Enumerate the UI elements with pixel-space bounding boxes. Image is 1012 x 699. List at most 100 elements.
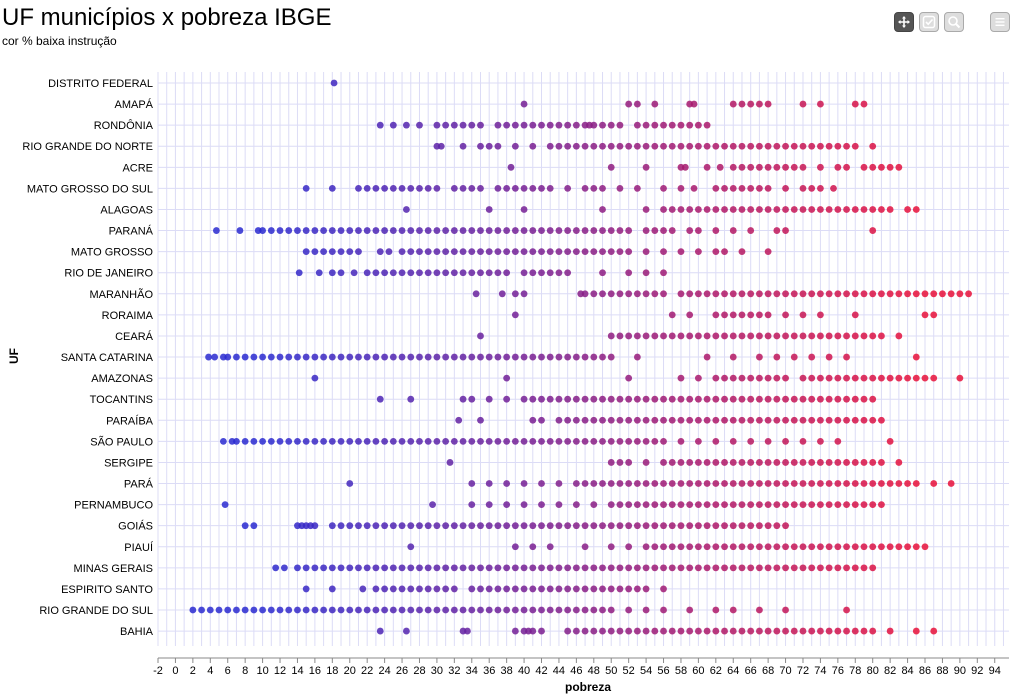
data-point[interactable] [372, 585, 380, 593]
data-point[interactable] [433, 227, 441, 234]
data-point[interactable] [912, 206, 920, 213]
data-point[interactable] [625, 416, 633, 424]
data-point[interactable] [529, 185, 537, 192]
data-point[interactable] [398, 522, 406, 530]
data-point[interactable] [878, 480, 885, 487]
data-point[interactable] [843, 459, 850, 466]
data-point[interactable] [407, 185, 415, 192]
data-point[interactable] [520, 564, 528, 572]
data-point[interactable] [511, 248, 519, 256]
data-point[interactable] [729, 480, 737, 487]
data-point[interactable] [529, 585, 537, 593]
data-point[interactable] [572, 142, 580, 150]
data-point[interactable] [503, 522, 511, 530]
pan-button[interactable] [894, 12, 914, 32]
data-point[interactable] [416, 606, 423, 614]
data-point[interactable] [738, 395, 746, 403]
data-point[interactable] [747, 142, 755, 150]
data-point[interactable] [625, 522, 633, 530]
data-point[interactable] [668, 627, 676, 635]
data-point[interactable] [703, 206, 711, 213]
data-point[interactable] [817, 185, 824, 192]
data-point[interactable] [241, 522, 249, 530]
data-point[interactable] [241, 606, 249, 614]
data-point[interactable] [294, 564, 301, 572]
data-point[interactable] [494, 585, 502, 593]
zoom-button[interactable] [944, 12, 964, 32]
data-point[interactable] [546, 353, 554, 361]
data-point[interactable] [642, 269, 650, 277]
data-point[interactable] [869, 163, 877, 171]
data-point[interactable] [747, 627, 755, 635]
data-point[interactable] [538, 121, 545, 129]
data-point[interactable] [520, 585, 528, 593]
data-point[interactable] [267, 353, 275, 361]
data-point[interactable] [703, 501, 711, 508]
data-point[interactable] [895, 480, 903, 487]
data-point[interactable] [599, 290, 606, 298]
data-point[interactable] [851, 416, 859, 424]
data-point[interactable] [642, 437, 650, 445]
data-point[interactable] [729, 395, 737, 403]
data-point[interactable] [808, 374, 816, 382]
data-point[interactable] [337, 227, 345, 234]
data-point[interactable] [407, 269, 415, 277]
data-point[interactable] [642, 248, 650, 256]
data-point[interactable] [320, 227, 328, 234]
data-point[interactable] [259, 227, 266, 234]
data-point[interactable] [590, 585, 598, 593]
data-point[interactable] [389, 522, 397, 530]
data-point[interactable] [328, 522, 336, 530]
data-point[interactable] [416, 248, 423, 256]
data-point[interactable] [721, 206, 728, 213]
data-point[interactable] [529, 142, 537, 150]
data-point[interactable] [660, 522, 667, 530]
data-point[interactable] [825, 332, 833, 340]
data-point[interactable] [642, 395, 650, 403]
data-point[interactable] [529, 121, 537, 129]
data-point[interactable] [581, 353, 589, 361]
data-point[interactable] [285, 353, 293, 361]
data-point[interactable] [878, 163, 885, 171]
data-point[interactable] [398, 185, 406, 192]
data-point[interactable] [450, 606, 458, 614]
data-point[interactable] [686, 564, 694, 572]
data-point[interactable] [464, 627, 471, 635]
data-point[interactable] [607, 227, 615, 234]
data-point[interactable] [721, 290, 728, 298]
data-point[interactable] [555, 585, 563, 593]
data-point[interactable] [660, 543, 667, 551]
data-point[interactable] [729, 311, 737, 319]
data-point[interactable] [694, 437, 702, 445]
data-point[interactable] [233, 437, 240, 445]
data-point[interactable] [764, 185, 772, 192]
data-point[interactable] [651, 227, 659, 234]
data-point[interactable] [738, 185, 746, 192]
data-point[interactable] [764, 374, 772, 382]
data-point[interactable] [686, 416, 694, 424]
data-point[interactable] [607, 585, 615, 593]
data-point[interactable] [729, 374, 737, 382]
data-point[interactable] [328, 227, 336, 234]
data-point[interactable] [712, 290, 720, 298]
data-point[interactable] [616, 501, 624, 508]
data-point[interactable] [677, 564, 685, 572]
data-point[interactable] [668, 227, 676, 234]
data-point[interactable] [756, 416, 763, 424]
data-point[interactable] [450, 522, 458, 530]
data-point[interactable] [599, 206, 606, 213]
data-point[interactable] [694, 206, 702, 213]
data-point[interactable] [311, 437, 319, 445]
data-point[interactable] [607, 564, 615, 572]
data-point[interactable] [729, 142, 737, 150]
data-point[interactable] [625, 142, 633, 150]
data-point[interactable] [660, 227, 667, 234]
data-point[interactable] [834, 627, 842, 635]
data-point[interactable] [616, 627, 624, 635]
data-point[interactable] [651, 437, 659, 445]
data-point[interactable] [694, 121, 702, 129]
data-point[interactable] [747, 437, 755, 445]
data-point[interactable] [529, 416, 537, 424]
data-point[interactable] [651, 290, 659, 298]
data-point[interactable] [233, 353, 240, 361]
